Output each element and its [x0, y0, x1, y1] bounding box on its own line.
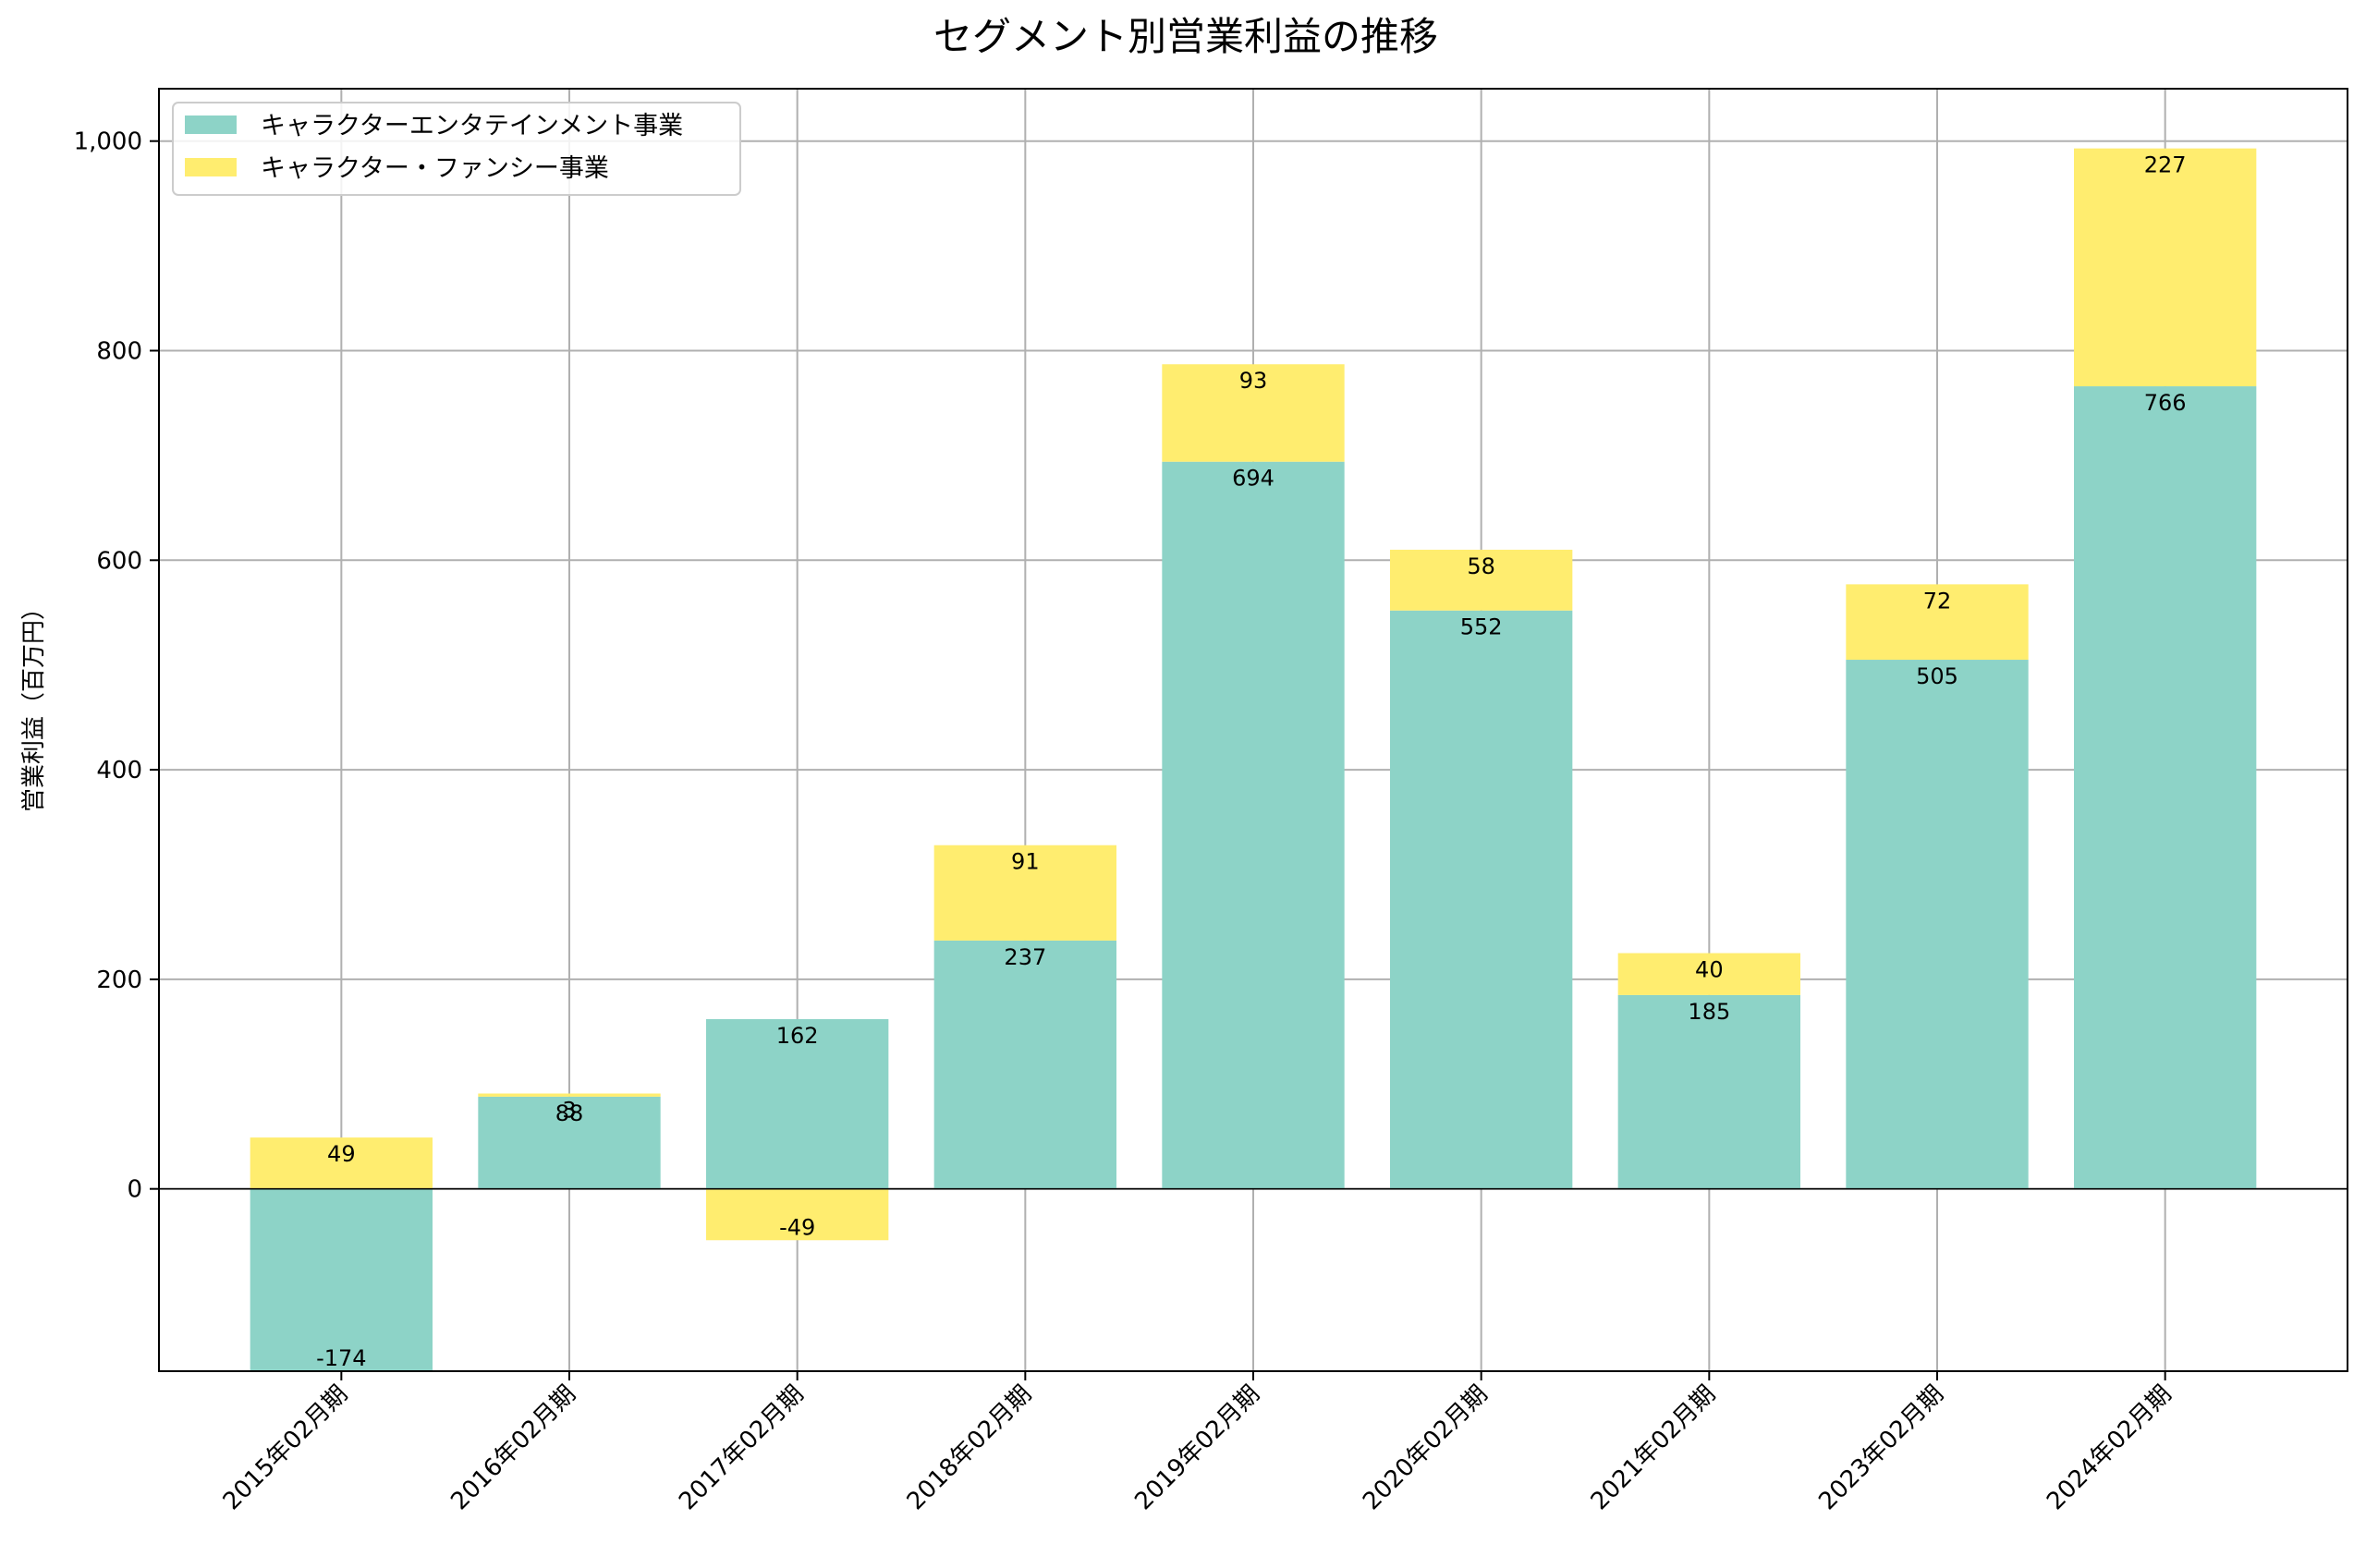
data-label: 40 [1695, 957, 1724, 983]
x-tick-label: 2016年02月期 [445, 1380, 581, 1516]
y-tick-label: 400 [96, 757, 142, 784]
data-label: 58 [1467, 553, 1495, 579]
data-label: 185 [1688, 999, 1730, 1025]
data-label: 91 [1011, 849, 1040, 875]
y-tick-label: 600 [96, 547, 142, 575]
x-tick-label: 2017年02月期 [674, 1380, 810, 1516]
data-label: -174 [316, 1345, 366, 1371]
x-tick-label: 2023年02月期 [1813, 1380, 1949, 1516]
data-label: 237 [1004, 944, 1046, 970]
x-tick-label: 2021年02月期 [1586, 1380, 1722, 1516]
legend-label-2: キャラクター・ファンシー事業 [261, 154, 609, 183]
bar-series-1 [1846, 660, 2029, 1189]
data-labels: -174 88 162 237 694 552 185 505 766 49 3 -49 91 93 58 4… [316, 152, 2186, 1371]
bar-series-1 [1162, 461, 1345, 1189]
legend-label-1: キャラクターエンタテインメント事業 [261, 112, 683, 140]
chart-title: セグメント別営業利益の推移 [933, 14, 1438, 59]
data-label: 766 [2144, 390, 2187, 416]
data-label: 88 [555, 1100, 584, 1126]
bar-series-1 [933, 940, 1116, 1189]
bar-series-1 [1617, 994, 1800, 1189]
data-label: 505 [1916, 663, 1958, 689]
data-label: -49 [779, 1214, 815, 1240]
bar-series-1 [250, 1188, 433, 1371]
legend-swatch-1 [185, 115, 237, 134]
data-label: 162 [776, 1023, 819, 1049]
y-tick-label: 200 [96, 966, 142, 994]
bar-series-2 [706, 1188, 889, 1241]
y-tick-label: 800 [96, 337, 142, 365]
y-axis-title: 営業利益（百万円） [20, 596, 48, 812]
bar-series-1 [1390, 610, 1573, 1189]
bar-series-2 [250, 1137, 433, 1189]
legend-box [172, 102, 741, 196]
bar-series-2 [1617, 953, 1800, 995]
data-label: 227 [2144, 152, 2187, 178]
bar-series-1 [2074, 386, 2257, 1189]
bar-series-1 [478, 1096, 661, 1189]
data-label: 3 [562, 1097, 576, 1123]
x-tick-label: 2015年02月期 [218, 1380, 354, 1516]
bar-series-2 [1846, 584, 2029, 661]
data-label: 72 [1923, 588, 1952, 614]
y-tick-label: 0 [127, 1176, 142, 1204]
x-tick-label: 2020年02月期 [1358, 1380, 1494, 1516]
x-tick-label: 2024年02月期 [2042, 1380, 2177, 1516]
y-tick-label: 1,000 [74, 128, 142, 156]
x-tick-label: 2018年02月期 [902, 1380, 1038, 1516]
bar-series-2 [478, 1093, 661, 1097]
bar-series-2 [2074, 148, 2257, 387]
legend-swatch-2 [185, 158, 237, 176]
bar-series-1 [706, 1018, 889, 1189]
data-label: 93 [1239, 368, 1268, 394]
data-label: 552 [1460, 614, 1503, 640]
data-label: 694 [1232, 466, 1274, 492]
bar-series-2 [1390, 549, 1573, 611]
x-tick-label: 2019年02月期 [1129, 1380, 1265, 1516]
bar-series-2 [933, 845, 1116, 941]
bar-series-2 [1162, 364, 1345, 462]
bar-series [250, 148, 2257, 1371]
data-label: 49 [327, 1141, 356, 1167]
